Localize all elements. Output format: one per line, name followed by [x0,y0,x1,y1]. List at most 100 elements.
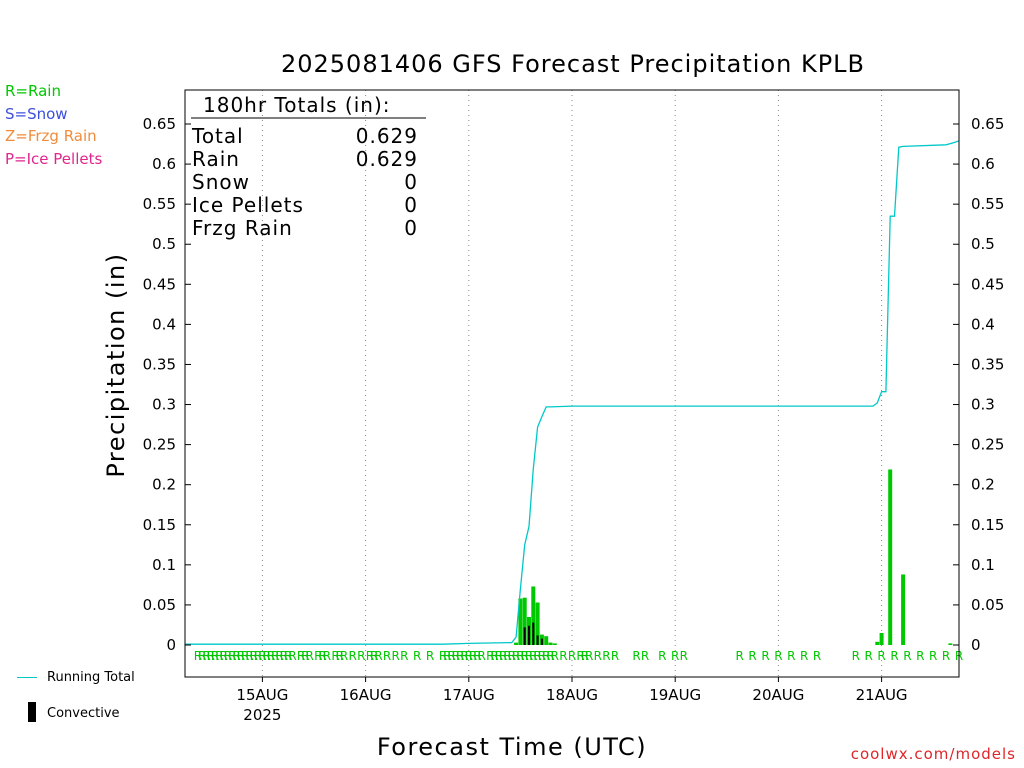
y-tick-label-right: 0 [971,636,981,654]
ptype-mark: R [503,649,511,663]
y-tick-label-right: 0.25 [971,436,1004,454]
y-tick-label-right: 0.65 [971,115,1004,133]
totals-row-value: 0.629 [356,147,418,171]
y-tick-label-left: 0.25 [143,436,176,454]
ptype-mark: R [641,649,649,663]
precip-bar [518,598,523,645]
ptype-mark: R [559,649,567,663]
ptype-mark: R [602,649,610,663]
y-tick-label-right: 0.1 [971,556,995,574]
ptype-mark: R [194,649,202,663]
totals-row-label: Rain [192,147,240,171]
ptype-mark: R [267,649,275,663]
precip-bar [879,632,884,645]
ptype-mark: R [903,649,911,663]
ptype-mark: R [271,649,279,663]
precip-bar [514,642,519,645]
ptype-mark: R [392,649,400,663]
ptype-mark: R [916,649,924,663]
precip-bar [522,597,527,645]
ptype-mark: R [512,649,520,663]
precip-bar [531,586,536,645]
ptype-mark: R [323,649,331,663]
precip-bar [901,574,906,645]
totals-row-label: Total [191,124,244,148]
ptype-mark: R [546,649,554,663]
totals-title: 180hr Totals (in): [203,93,391,117]
y-tick-label-left: 0.1 [152,556,176,574]
convective-bar [536,635,539,645]
ptype-mark: R [207,649,215,663]
running-total-key-line [17,677,37,678]
totals-row-label: Frzg Rain [192,216,293,240]
ptype-mark: R [465,649,473,663]
ptype-mark: R [198,649,206,663]
ptype-mark: R [224,649,232,663]
ptype-mark: R [202,649,210,663]
axes: 15AUG 2025 16AUG 17AUG 18AUG 19AUG 20AUG 21AUG 0… [143,115,1005,724]
running-total-line [185,140,960,645]
ptype-mark: R [761,649,769,663]
ptype-mark: R [357,649,365,663]
precip-bar [544,636,549,645]
chart-title: 2025081406 GFS Forecast Precipitation KP… [280,50,866,78]
running-total-key-label: Running Total [47,670,135,685]
ptype-mark: R [211,649,219,663]
ptype-mark: R [538,649,546,663]
y-tick-label-right: 0.55 [971,195,1004,213]
y-tick-label-left: 0.45 [143,275,176,293]
ptype-mark: R [301,649,309,663]
ptype-mark: R [495,649,503,663]
ptype-mark: R [413,649,421,663]
ptype-mark: R [456,649,464,663]
ptype-mark: R [787,649,795,663]
ptype-mark: R [220,649,228,663]
ptype-mark: R [533,649,541,663]
x-tick-label: 15AUG [236,686,288,704]
precip-bar [548,642,553,645]
ptype-mark: R [525,649,533,663]
ptype-mark: R [576,649,584,663]
ptype-mark: R [942,649,950,663]
y-tick-label-left: 0.65 [143,115,176,133]
ptype-mark: R [228,649,236,663]
ptype-mark: R [370,649,378,663]
ptype-mark: R [736,649,744,663]
ptype-mark: R [658,649,666,663]
totals-row-label: Snow [192,170,250,194]
y-tick-label-left: 0 [166,636,176,654]
y-tick-label-right: 0.35 [971,355,1004,373]
x-tick-label: 19AUG [649,686,701,704]
precip-bars [514,469,953,645]
ptype-mark: R [288,649,296,663]
ptype-mark: R [263,649,271,663]
ptype-mark: R [632,649,640,663]
ptype-mark: R [426,649,434,663]
credit-link[interactable]: coolwx.com/models [850,745,1016,763]
y-tick-label-right: 0.6 [971,155,995,173]
ptype-mark: R [241,649,249,663]
plot-frame [184,89,960,678]
ptype-mark: R [460,649,468,663]
y-tick-label-left: 0.35 [143,355,176,373]
ptype-mark: R [400,649,408,663]
running-total-series [185,140,960,645]
ptype-mark: R [800,649,808,663]
totals-row-label: Ice Pellets [192,193,304,217]
ptype-mark: R [383,649,391,663]
ptype-mark: R [478,649,486,663]
ptype-mark: R [237,649,245,663]
ptype-mark: R [258,649,266,663]
ptype-mark: R [929,649,937,663]
ptype-mark: R [245,649,253,663]
ptype-mark: R [499,649,507,663]
x-tick-label: 20AUG [752,686,804,704]
legend-code-rain: R=Rain [5,82,61,100]
totals-row-value: 0 [404,170,418,194]
y-tick-label-right: 0.45 [971,275,1004,293]
ptype-mark: R [877,649,885,663]
y-tick-label-left: 0.4 [152,315,176,333]
convective-bar [532,622,535,645]
